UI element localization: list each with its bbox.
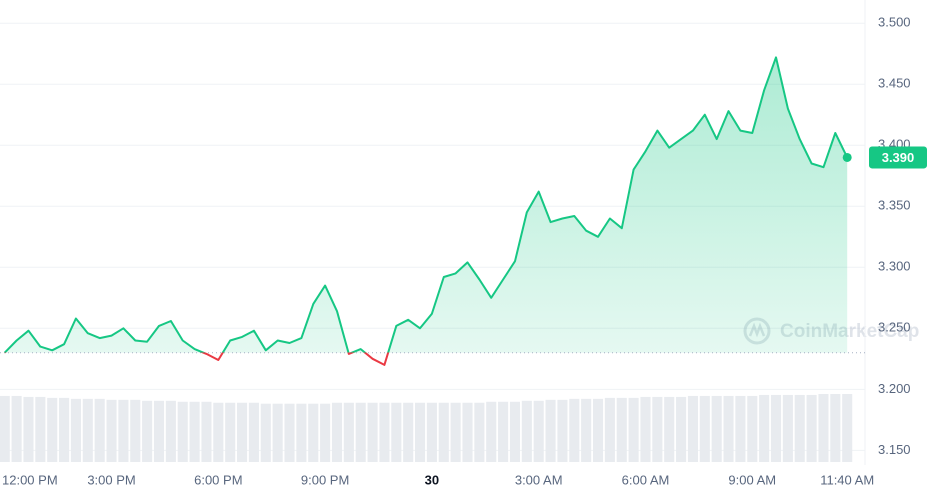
volume-bar: [118, 399, 129, 462]
y-tick-label: 3.200: [878, 381, 911, 396]
x-tick-label: 11:40 AM: [820, 472, 874, 487]
x-tick-label: 30: [425, 472, 439, 487]
volume-bar: [355, 402, 366, 462]
y-tick-label: 3.150: [878, 442, 911, 457]
x-tick-label: 9:00 PM: [301, 472, 349, 487]
volume-bar: [331, 402, 343, 462]
volume-bar: [581, 398, 592, 462]
volume-bar: [699, 395, 710, 462]
y-tick-label: 3.250: [878, 320, 911, 335]
volume-bar: [391, 402, 402, 462]
volume-bar: [379, 402, 390, 462]
volume-bar: [35, 396, 46, 462]
volume-bar: [403, 402, 414, 462]
volume-bar: [723, 395, 734, 462]
volume-bar: [450, 402, 461, 462]
volume-bar: [272, 403, 283, 462]
volume-bar: [106, 399, 117, 462]
volume-bar: [759, 394, 770, 462]
volume-bar: [616, 397, 627, 462]
y-tick-label: 3.500: [878, 15, 911, 30]
volume-bar: [177, 401, 188, 462]
volume-bar: [557, 399, 568, 462]
volume-bar: [130, 399, 141, 462]
last-point: [842, 152, 852, 162]
volume-bar: [59, 397, 70, 462]
volume-bar: [367, 402, 378, 462]
volume-bar: [652, 396, 663, 462]
volume-bar: [770, 394, 782, 462]
volume-bar: [142, 400, 153, 462]
x-tick-label: 12:00 PM: [2, 472, 58, 487]
x-tick-label: 3:00 PM: [87, 472, 135, 487]
volume-bar: [0, 395, 10, 462]
volume-bar: [213, 402, 224, 462]
volume-bar: [806, 394, 817, 462]
volume-bar: [296, 403, 307, 462]
volume-bar: [640, 396, 651, 462]
volume-bar: [153, 400, 165, 462]
volume-bar: [533, 400, 544, 462]
volume-bar: [248, 402, 259, 462]
volume-bar: [414, 402, 426, 462]
volume-bar: [225, 402, 236, 462]
volume-bar: [201, 401, 212, 462]
volume-bar: [474, 402, 485, 462]
volume-bar: [509, 401, 521, 462]
volume-bar: [23, 396, 34, 462]
volume-bar: [320, 403, 331, 462]
x-tick-label: 6:00 PM: [194, 472, 242, 487]
volume-bar: [818, 394, 829, 462]
y-tick-label: 3.300: [878, 259, 911, 274]
volume-bar: [842, 394, 853, 462]
volume-bar: [426, 402, 437, 462]
area: [4, 57, 848, 353]
volume-bar: [628, 397, 639, 462]
volume-bar: [47, 397, 58, 462]
volume-bar: [165, 400, 176, 462]
volume-bar: [498, 401, 509, 462]
volume-bar: [545, 399, 556, 462]
volume-bar: [782, 394, 793, 462]
volume-bar: [735, 395, 746, 462]
volume-bar: [830, 394, 841, 462]
volume-bar: [794, 394, 805, 462]
volume-bar: [343, 402, 354, 462]
volume-bar: [11, 395, 22, 462]
y-tick-label: 3.350: [878, 198, 911, 213]
y-tick-label: 3.450: [878, 76, 911, 91]
volume-bar: [521, 400, 532, 462]
x-tick-label: 9:00 AM: [728, 472, 776, 487]
x-tick-label: 6:00 AM: [622, 472, 670, 487]
price-tag: [869, 146, 927, 169]
volume-bar: [747, 395, 758, 462]
volume-bar: [284, 403, 295, 462]
price-tag-text: 3.390: [882, 150, 915, 165]
volume-bar: [70, 398, 81, 462]
volume-bar: [486, 401, 497, 462]
volume-bar: [260, 403, 271, 462]
volume-bar: [569, 398, 580, 462]
volume-bar: [711, 395, 722, 462]
volume-bar: [462, 402, 473, 462]
volume-bar: [592, 398, 604, 462]
volume-bar: [189, 401, 200, 462]
volume-bar: [687, 395, 698, 462]
volume-bar: [237, 402, 248, 462]
volume-bar: [664, 396, 675, 462]
x-tick-label: 3:00 AM: [515, 472, 563, 487]
volume-bar: [308, 403, 319, 462]
price-line: [3, 56, 849, 366]
volume-bar: [438, 402, 449, 462]
volume-bar: [94, 398, 105, 462]
volume-bar: [604, 397, 615, 462]
volume-bar: [82, 398, 93, 462]
volume-bar: [676, 396, 687, 462]
